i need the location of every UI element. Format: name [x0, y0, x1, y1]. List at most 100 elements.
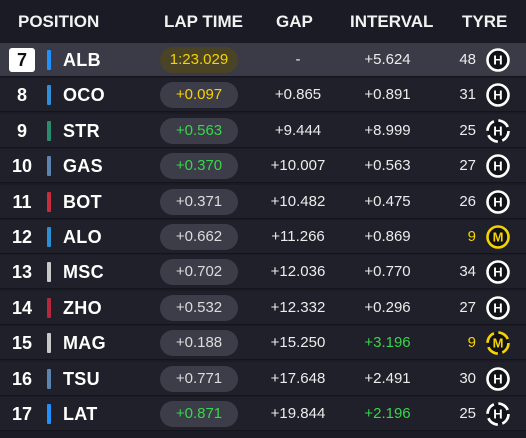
gap-value: +10.007 [270, 157, 326, 175]
table-row[interactable]: 9 STR +0.563 +9.444 +8.999 25 H [0, 113, 526, 148]
tyre-age: 25 [459, 121, 476, 139]
position-number: 14 [11, 297, 33, 318]
interval-value: +0.563 [364, 157, 411, 175]
position-number: 11 [12, 191, 32, 212]
lap-time-pill: +0.371 [160, 188, 238, 215]
lap-time-pill: +0.188 [160, 330, 238, 357]
header-lap-time: LAP TIME [164, 12, 244, 31]
tyre-age: 25 [459, 405, 476, 422]
table-row[interactable]: 11 BOT +0.371 +10.482 +0.475 26 H [0, 184, 526, 219]
interval-value: +0.770 [364, 263, 411, 281]
interval-value: +2.196 [364, 405, 411, 422]
team-color-bar [47, 191, 51, 212]
column-header: POSITION LAP TIME GAP INTERVAL TYRE [0, 0, 526, 42]
team-color-bar [47, 50, 51, 70]
team-color-bar [47, 85, 51, 106]
gap-value: +12.036 [270, 263, 326, 281]
position-number: 9 [16, 120, 27, 141]
team-color-bar [47, 262, 51, 283]
table-row[interactable]: 12 ALO +0.662 +11.266 +0.869 9 M [0, 220, 526, 254]
position-number: 7 [9, 48, 35, 72]
interval-value: +8.999 [364, 121, 411, 139]
lap-time-pill: +0.871 [160, 401, 238, 427]
table-row[interactable]: 16 TSU +0.771 +17.648 +2.491 30 H [0, 361, 526, 396]
tyre-letter: H [493, 407, 502, 422]
position-number: 8 [16, 85, 27, 106]
gap-value: +9.444 [274, 121, 322, 139]
header-interval: INTERVAL [350, 12, 434, 31]
gap-value: +19.844 [270, 405, 326, 422]
tyre-age: 27 [459, 157, 476, 175]
lap-time-pill: +0.097 [160, 82, 238, 109]
team-color-bar [47, 333, 51, 354]
position-number: 16 [11, 368, 33, 389]
lap-time-pill: +0.662 [160, 224, 238, 250]
tyre-age: 30 [459, 369, 476, 387]
table-row[interactable]: 10 GAS +0.370 +10.007 +0.563 27 H [0, 149, 526, 184]
team-color-bar [47, 227, 51, 247]
team-color-bar [47, 156, 51, 177]
position-number: 15 [11, 333, 33, 354]
tyre-letter: M [493, 230, 504, 245]
driver-code: MAG [63, 333, 106, 354]
lap-time-pill: +0.563 [160, 117, 238, 144]
driver-code: LAT [63, 404, 98, 424]
gap-value: +11.266 [271, 228, 325, 245]
interval-value: +0.891 [364, 86, 411, 104]
table-row[interactable]: 15 MAG +0.188 +15.250 +3.196 9 M [0, 326, 526, 361]
gap-value: +17.648 [270, 369, 326, 387]
lap-time-pill: +0.532 [160, 294, 238, 321]
tyre-letter: H [493, 123, 502, 138]
tyre-letter: H [493, 159, 502, 174]
lap-time-pill: +0.702 [160, 259, 238, 286]
hard-tyre-icon: H [486, 366, 510, 391]
team-color-bar [47, 404, 51, 424]
interval-value: +3.196 [364, 334, 411, 352]
hard-tyre-icon: H [486, 48, 510, 72]
lap-time-pill: +0.370 [160, 153, 238, 180]
gap-value: +10.482 [270, 192, 326, 210]
interval-value: +2.491 [364, 369, 411, 387]
tyre-age: 9 [467, 334, 476, 352]
driver-code: GAS [63, 156, 103, 177]
driver-code: OCO [63, 85, 105, 106]
tyre-letter: H [493, 371, 502, 386]
used-medium-tyre-icon: M [486, 331, 510, 355]
table-row[interactable]: 8 OCO +0.097 +0.865 +0.891 31 H [0, 78, 526, 113]
lap-time-pill: +0.771 [160, 365, 238, 392]
tyre-letter: H [493, 300, 502, 315]
interval-value: +0.296 [364, 298, 411, 316]
driver-code: ALB [63, 50, 101, 70]
tyre-age: 27 [459, 298, 476, 316]
lap-time-pill: 1:23.029 [160, 47, 238, 73]
hard-tyre-icon: H [486, 260, 510, 285]
interval-value: +0.869 [364, 228, 411, 245]
interval-value: +0.475 [364, 192, 411, 210]
position-number: 10 [11, 156, 33, 177]
tyre-letter: M [493, 336, 504, 351]
table-row[interactable]: 14 ZHO +0.532 +12.332 +0.296 27 H [0, 290, 526, 325]
header-position: POSITION [18, 12, 100, 31]
tyre-age: 26 [459, 192, 476, 210]
position-number: 13 [11, 262, 33, 283]
tyre-letter: H [493, 88, 502, 103]
header-gap: GAP [276, 12, 313, 31]
table-row[interactable]: 7 ALB 1:23.029 - +5.624 48 H [0, 43, 526, 77]
interval-value: +5.624 [364, 51, 411, 68]
team-color-bar [47, 120, 51, 141]
driver-code: ALO [63, 227, 102, 247]
driver-code: ZHO [63, 297, 102, 318]
driver-code: TSU [63, 368, 100, 389]
tyre-age: 9 [467, 228, 476, 245]
driver-code: STR [63, 120, 100, 141]
table-row[interactable]: 17 LAT +0.871 +19.844 +2.196 25 H [0, 397, 526, 431]
position-number: 12 [11, 227, 33, 247]
tyre-letter: H [493, 265, 502, 280]
hard-tyre-icon: H [486, 154, 510, 178]
position-number: 17 [11, 404, 33, 424]
used-hard-tyre-icon: H [486, 402, 510, 426]
used-hard-tyre-icon: H [486, 118, 510, 143]
table-row[interactable]: 13 MSC +0.702 +12.036 +0.770 34 H [0, 255, 526, 290]
gap-value: - [295, 51, 301, 68]
